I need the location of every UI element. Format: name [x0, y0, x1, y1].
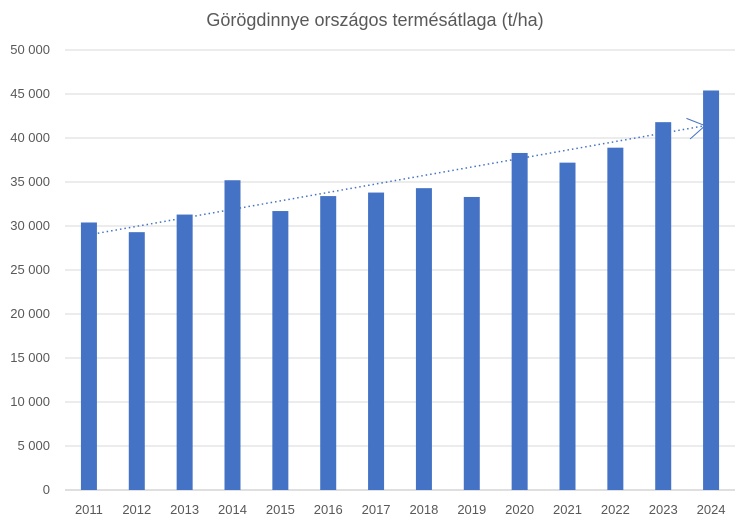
y-tick-label: 50 000 — [10, 42, 50, 57]
x-tick-label: 2012 — [122, 502, 151, 517]
chart-title: Görögdinnye országos termésátlaga (t/ha) — [206, 10, 544, 30]
bar-2012 — [128, 232, 145, 490]
x-tick-label: 2018 — [409, 502, 438, 517]
bar-2011 — [80, 222, 97, 491]
x-tick-label: 2013 — [170, 502, 199, 517]
bar-2013 — [176, 214, 193, 490]
x-tick-label: 2023 — [649, 502, 678, 517]
y-tick-label: 0 — [43, 482, 50, 497]
y-axis: 0 5 000 10 000 15 000 20 000 25 000 30 000 35 0… — [10, 42, 50, 497]
bar-2014 — [224, 180, 241, 491]
x-tick-label: 2019 — [457, 502, 486, 517]
bar-2021 — [559, 162, 576, 490]
bars — [80, 90, 720, 491]
bar-2016 — [320, 196, 337, 490]
y-tick-label: 25 000 — [10, 262, 50, 277]
x-tick-label: 2017 — [362, 502, 391, 517]
y-tick-label: 30 000 — [10, 218, 50, 233]
x-tick-label: 2011 — [75, 502, 103, 517]
bar-2023 — [655, 122, 672, 490]
bar-2022 — [607, 147, 624, 490]
x-tick-label: 2015 — [266, 502, 295, 517]
trendline-arrow-icon — [686, 117, 707, 140]
y-tick-label: 20 000 — [10, 306, 50, 321]
x-tick-label: 2014 — [218, 502, 247, 517]
bar-2018 — [415, 188, 432, 490]
bar-2020 — [511, 152, 528, 490]
bar-2024 — [703, 90, 720, 490]
y-tick-label: 35 000 — [10, 174, 50, 189]
bar-2019 — [463, 196, 480, 490]
trendline-path — [88, 124, 706, 236]
y-tick-label: 15 000 — [10, 350, 50, 365]
y-tick-label: 5 000 — [17, 438, 50, 453]
bar-2017 — [368, 192, 385, 490]
x-axis: 2011 2012 2013 2014 2015 2016 2017 2018 2019 2020… — [75, 502, 726, 517]
x-tick-label: 2016 — [314, 502, 343, 517]
y-tick-label: 45 000 — [10, 86, 50, 101]
x-tick-label: 2022 — [601, 502, 630, 517]
y-tick-label: 10 000 — [10, 394, 50, 409]
trendline — [88, 117, 707, 236]
x-tick-label: 2021 — [553, 502, 582, 517]
x-tick-label: 2020 — [505, 502, 534, 517]
grid-lines — [65, 49, 735, 491]
y-tick-label: 40 000 — [10, 130, 50, 145]
x-tick-label: 2024 — [697, 502, 726, 517]
bar-2015 — [272, 211, 289, 491]
